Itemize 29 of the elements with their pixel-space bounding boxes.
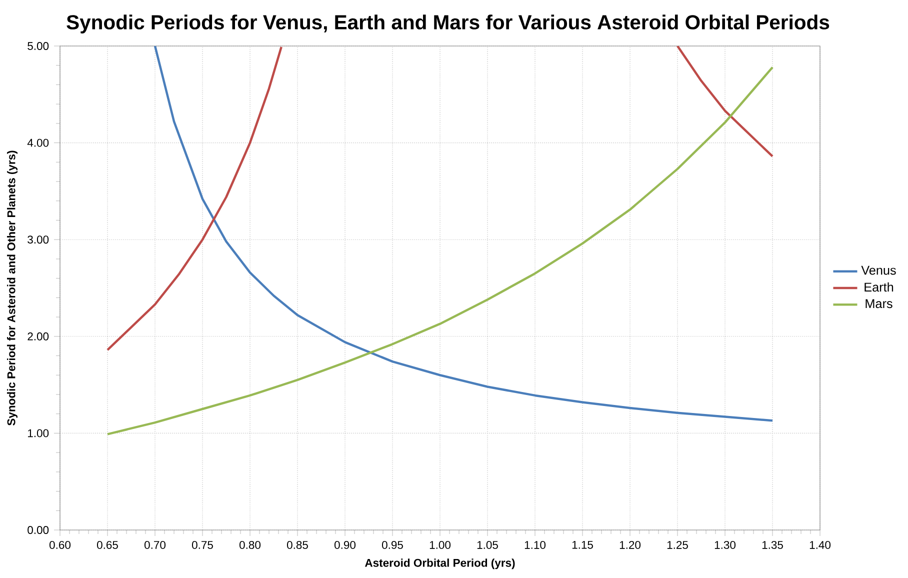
y-axis-title: Synodic Period for Asteroid and Other Planets (yrs) [7, 150, 18, 426]
x-tick-label: 1.35 [762, 540, 783, 549]
x-tick-label: 1.20 [620, 540, 641, 549]
legend-label: Earth [864, 282, 894, 292]
x-tick-label: 1.10 [524, 540, 546, 549]
x-tick-label: 0.60 [50, 540, 71, 549]
y-tick-label: 2.00 [28, 332, 49, 340]
x-tick-label: 0.95 [382, 540, 403, 549]
legend-label: Mars [866, 299, 892, 308]
x-tick-label: 0.90 [334, 540, 356, 549]
x-tick-label: 1.40 [810, 540, 831, 549]
y-tick-label: 5.00 [28, 42, 49, 50]
x-tick-label: 0.65 [97, 540, 118, 549]
y-tick-label: 1.00 [28, 429, 49, 438]
x-tick-label: 1.00 [430, 540, 451, 549]
x-tick-label: 1.30 [714, 540, 736, 549]
y-tick-label: 4.00 [27, 138, 49, 147]
chart-title: Synodic Periods for Venus, Earth and Mars for Various Asteroid Orbital Periods [66, 14, 830, 34]
x-tick-label: 1.15 [572, 540, 593, 549]
x-tick-label: 0.80 [240, 540, 261, 549]
x-tick-label: 0.70 [144, 540, 166, 549]
y-tick-label: 3.00 [28, 236, 49, 244]
x-axis-title: Asteroid Orbital Period (yrs) [364, 558, 515, 570]
x-tick-label: 0.85 [287, 540, 308, 549]
y-tick-label: 0.00 [28, 526, 49, 534]
x-tick-label: 1.05 [477, 540, 498, 549]
legend-label: Venus [861, 266, 896, 275]
x-tick-label: 1.25 [667, 540, 688, 549]
x-tick-label: 0.75 [192, 540, 213, 549]
